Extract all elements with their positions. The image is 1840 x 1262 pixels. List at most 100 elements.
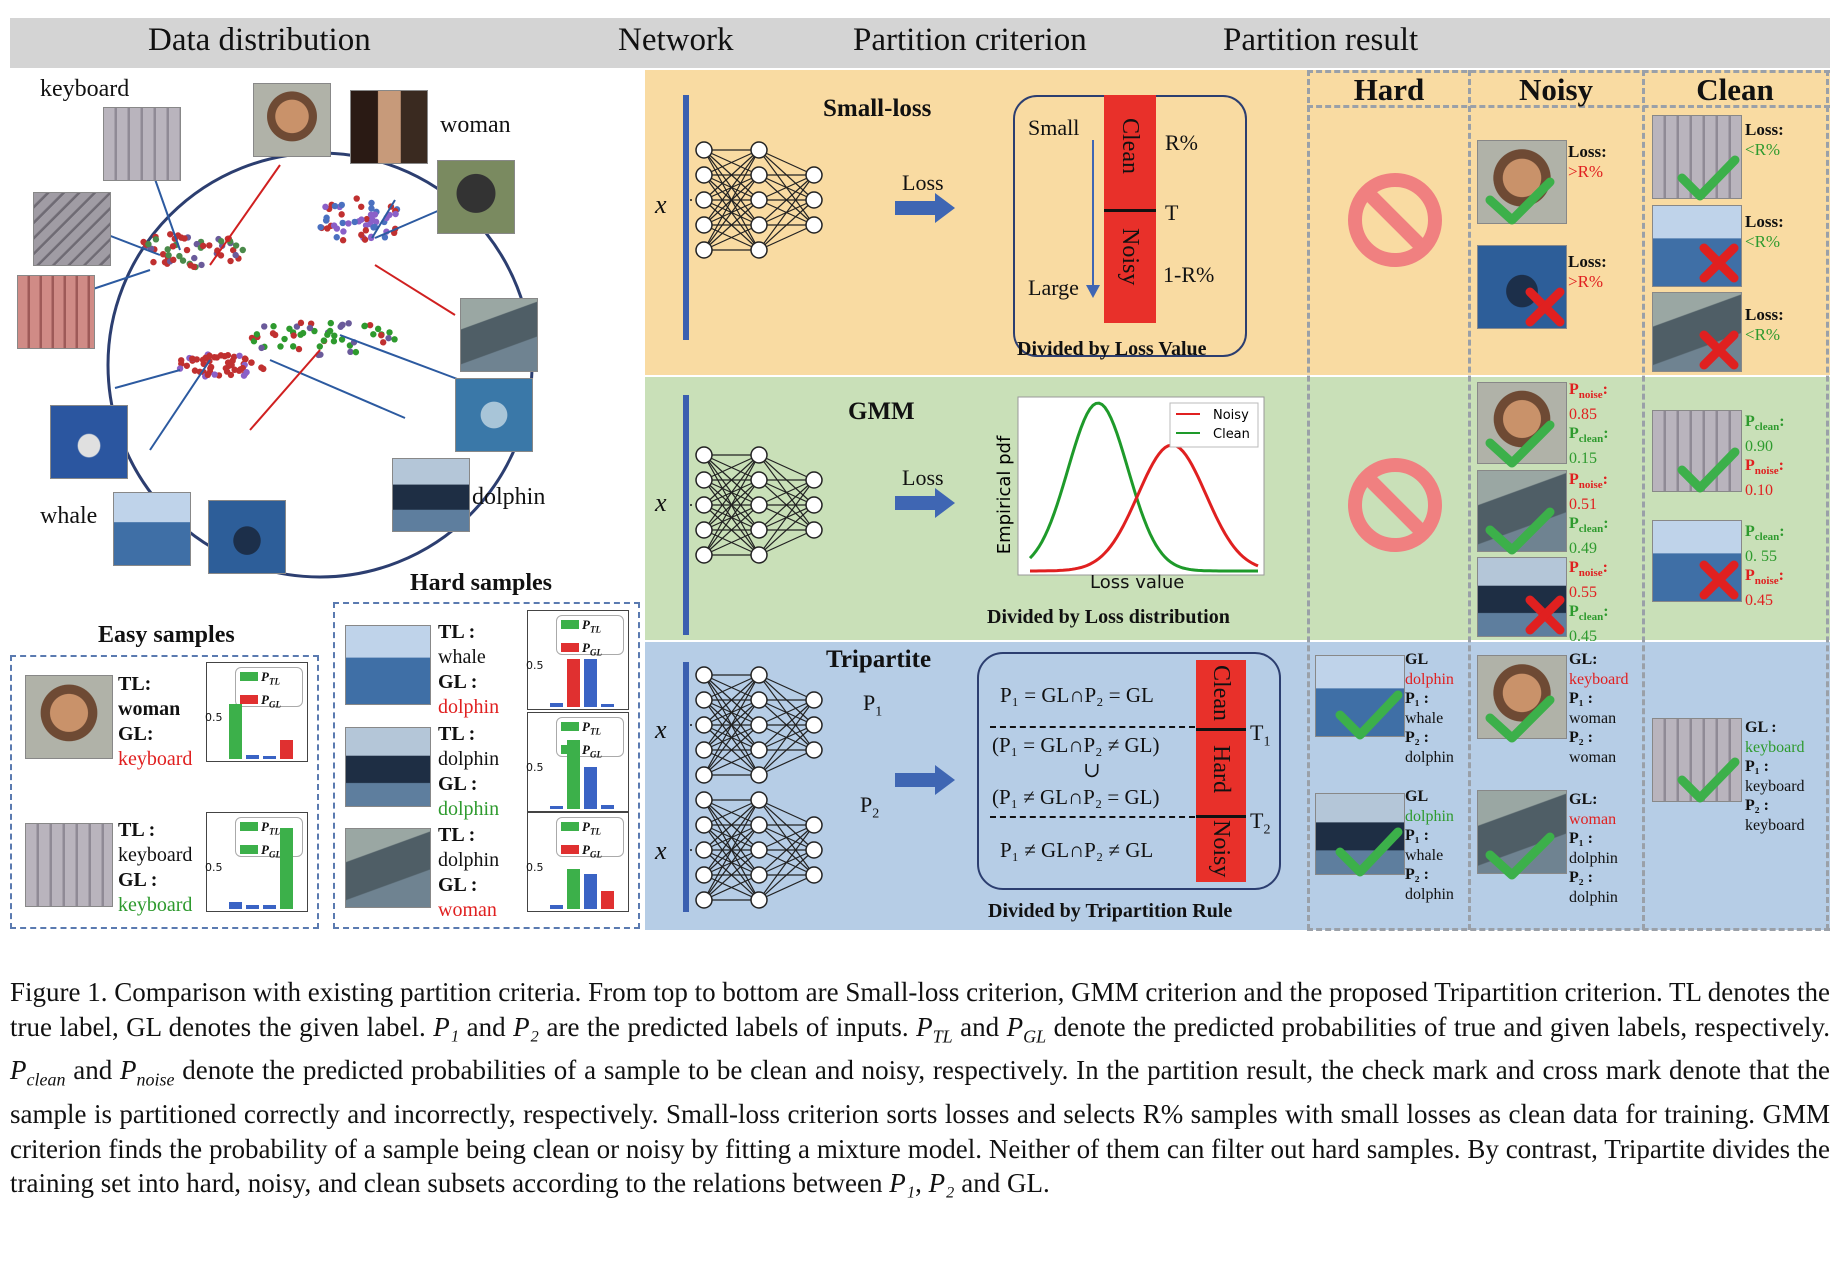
header-network: Network: [618, 22, 734, 58]
gmm-noisy-thumb-2: [1477, 470, 1567, 552]
clean-hard-noisy-bar: [1196, 660, 1246, 882]
sl-clean-text-2: Loss: <R%: [1745, 212, 1784, 251]
thumb-whale-small: [50, 405, 128, 479]
rule-hard-a: (P₁ = GL∩P₂ ≠ GL): [992, 733, 1160, 757]
mini-bar: [601, 891, 614, 909]
mini-bar: [567, 740, 580, 809]
input-x-3b: x: [655, 836, 667, 865]
bar-label-clean: Clean: [1117, 118, 1143, 174]
tri-hard-thumb-2: [1315, 793, 1405, 875]
mini-legend: PTL PGL: [556, 615, 624, 657]
hard-row1-text: TL : whale GL : dolphin: [438, 621, 500, 718]
loss-label-1: Loss: [902, 170, 944, 195]
label-t: T: [1165, 200, 1179, 225]
tri-noisy-thumb-1: [1477, 655, 1567, 739]
rule-hard-union: ∪: [1083, 758, 1101, 782]
prohibited-icon-2: [1348, 458, 1442, 552]
thumb-face-top: [253, 83, 331, 157]
row-title-gmm: GMM: [848, 398, 915, 425]
gmm-xlabel: Loss value: [1090, 572, 1185, 593]
hard-samples-title: Hard samples: [410, 570, 553, 596]
loss-arrow-1: [895, 193, 955, 223]
hard-row3-text: TL : dolphin GL : woman: [438, 824, 500, 921]
gmm-legend-noisy: Noisy: [1213, 408, 1249, 423]
header-partition-criterion: Partition criterion: [853, 22, 1087, 58]
easy-samples-title: Easy samples: [98, 622, 235, 648]
mini-bar: [280, 740, 293, 759]
thumb-keyboard-left: [33, 192, 111, 266]
thumb-dolphin-orca: [392, 458, 470, 532]
sl-clean-thumb-1: [1652, 115, 1742, 199]
mini-tick-label: 0.5: [526, 761, 544, 774]
label-r: R%: [1165, 130, 1198, 155]
easy-thumb-keyboard: [25, 823, 113, 907]
loss-label-2: Loss: [902, 465, 944, 490]
label-p2: P2: [860, 792, 880, 822]
sort-arrow: [1086, 140, 1100, 298]
sl-clean-text-3: Loss: <R%: [1745, 305, 1784, 344]
input-bar-3: [683, 662, 689, 912]
tri-label-block: GL: keyboard P₁ : woman P₂ : woman: [1569, 651, 1629, 766]
gmm-legend-clean: Clean: [1213, 427, 1250, 442]
separator-right: [1826, 70, 1829, 930]
gmm-ylabel: Empirical pdf: [994, 435, 1015, 554]
mini-bar: [567, 869, 580, 909]
tri-hard-thumb-1: [1315, 655, 1405, 737]
scatter-label-keyboard: keyboard: [40, 76, 130, 102]
mini-bar: [601, 805, 614, 809]
hard-thumb-dolphin2: [345, 828, 431, 908]
scatter-label-whale: whale: [40, 503, 98, 529]
loss-arrow-2: [895, 488, 955, 518]
col-hard: Hard: [1353, 72, 1425, 107]
mini-bar: [601, 704, 614, 707]
network-diagram-2: [690, 446, 823, 564]
figure-caption: Figure 1. Comparison with existing parti…: [10, 977, 1831, 1199]
input-x-2: x: [655, 488, 667, 517]
label-p1: P1: [863, 690, 883, 720]
tri-label-block: GL: woman P₁ : dolphin P₂ : dolphin: [1569, 791, 1618, 906]
tri-label-block: GL dolphin P₁ : whale P₂ : dolphin: [1405, 788, 1454, 903]
gmm-pdf-plot: Noisy Clean Empirical pdf: [994, 396, 1265, 576]
mini-bar: [584, 659, 597, 707]
sl-noisy-text-2: Loss: >R%: [1568, 252, 1607, 291]
thumb-woman: [350, 90, 428, 164]
tri-noisy-thumb-2: [1477, 790, 1567, 874]
gmm-clean-thumb-1: [1652, 410, 1742, 492]
mini-bar: [280, 828, 293, 909]
separator-hard: [1307, 70, 1310, 930]
hard-row2-text: TL : dolphin GL : dolphin: [438, 723, 500, 820]
separator-top: [1307, 70, 1830, 73]
easy-row1-text: TL: woman GL: keyboard: [118, 673, 193, 770]
gmm-noisy-prob: Pnoise: 0.85 Pclean: 0.15: [1569, 381, 1609, 468]
mini-legend: PTL PGL: [556, 817, 624, 859]
col-noisy: Noisy: [1518, 72, 1594, 107]
sl-clean-text-1: Loss: <R%: [1745, 120, 1784, 159]
mini-bar: [246, 905, 259, 909]
separator-colhead: [1307, 105, 1830, 108]
input-x-3a: x: [655, 715, 667, 744]
thumb-keyboard-top: [103, 107, 181, 181]
mini-bar: [567, 659, 580, 707]
sl-noisy-thumb-2: [1477, 245, 1567, 329]
label-1-r: 1-R%: [1163, 262, 1215, 287]
tri-clean-thumb-1: [1652, 718, 1742, 802]
input-bar-1: [683, 95, 689, 340]
sl-noisy-text-1: Loss: >R%: [1568, 142, 1607, 181]
header-bar: Data distribution Network Partition crit…: [10, 18, 1830, 68]
mini-tick-label: 0.5: [205, 711, 223, 724]
mini-bar-chart: PTL PGL 0.5: [205, 662, 308, 762]
mini-bar: [584, 874, 597, 909]
loss-arrow-3: [895, 765, 955, 795]
gmm-clean-prob: Pclean: 0. 55 Pnoise: 0.45: [1745, 523, 1785, 610]
mini-bar: [229, 704, 242, 759]
mini-bar: [550, 806, 563, 809]
hard-samples-box: [333, 602, 640, 929]
caption-small-loss: Divided by Loss Value: [1017, 338, 1207, 360]
mini-bar: [263, 905, 276, 909]
gmm-clean-thumb-2: [1652, 520, 1742, 602]
input-bar-2: [683, 395, 689, 635]
thumb-monkey: [437, 160, 515, 234]
hard-thumb-dolphin: [345, 727, 431, 807]
hard-thumb-whale: [345, 625, 431, 705]
rule-clean: P₁ = GL∩P₂ = GL: [1000, 683, 1154, 707]
